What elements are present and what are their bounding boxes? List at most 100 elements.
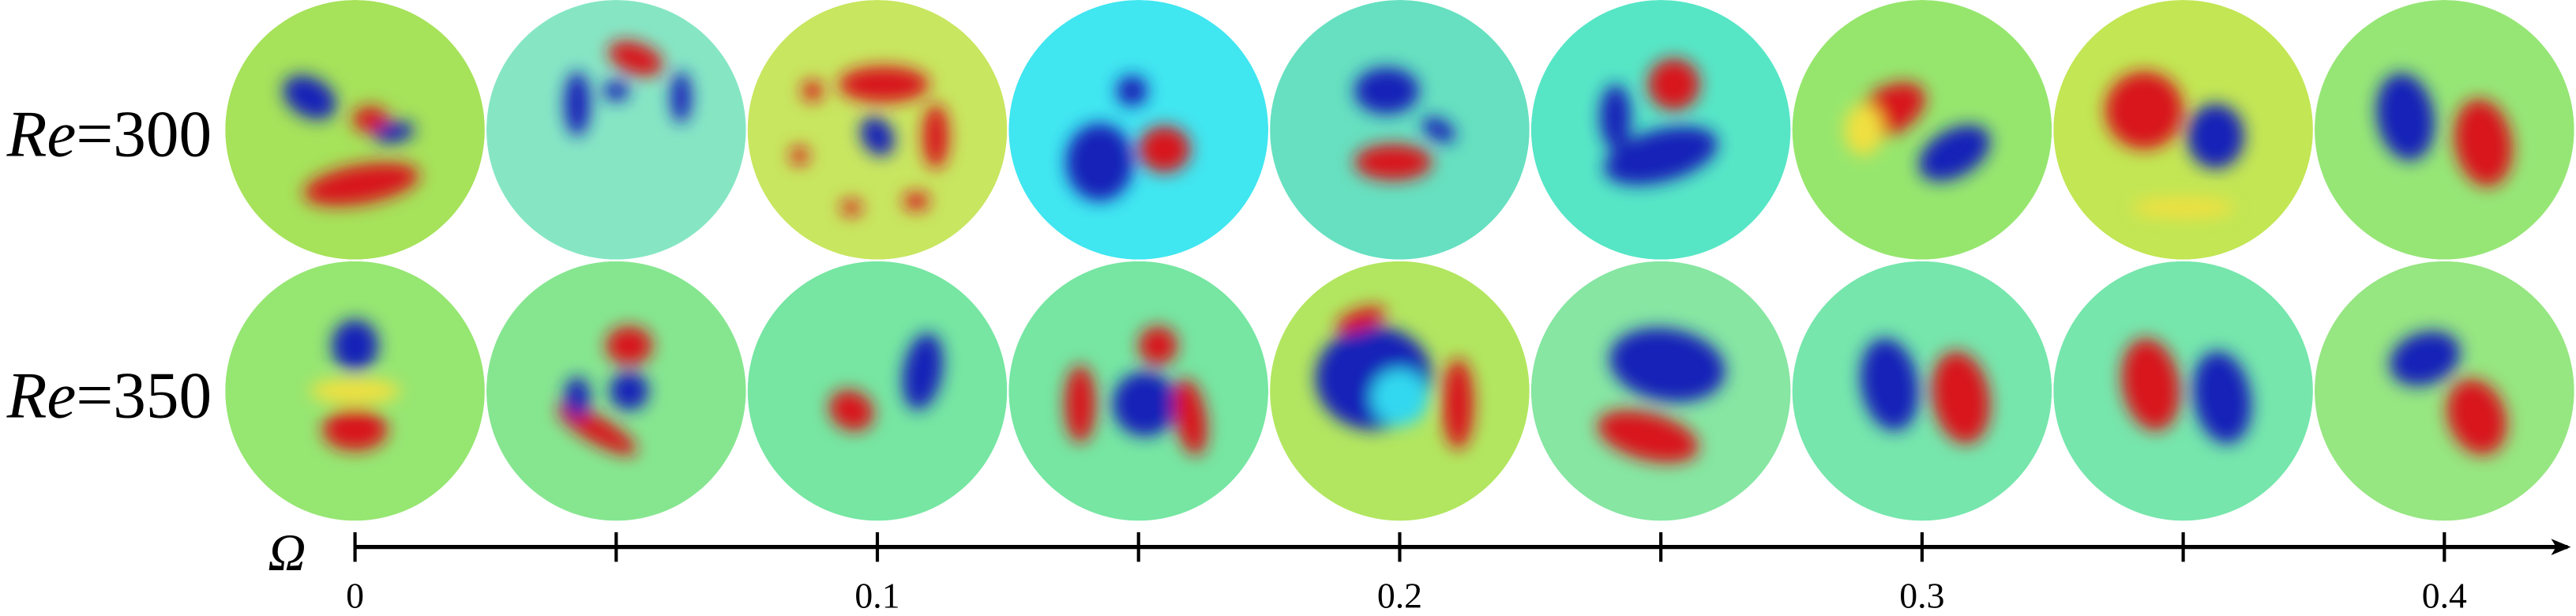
snapshot-field (1844, 82, 1991, 182)
vortex (2131, 197, 2236, 219)
vortex (564, 71, 591, 137)
vortex (1116, 75, 1148, 107)
flow-snapshot (2053, 261, 2313, 521)
vortex (322, 409, 388, 451)
vortex (331, 319, 379, 372)
snapshot-field (1354, 67, 1455, 181)
vortex (2121, 338, 2180, 431)
vortex (608, 40, 663, 77)
flow-snapshot (486, 0, 746, 260)
snapshot-background (2053, 0, 2313, 260)
flow-snapshot (2315, 261, 2574, 521)
vortex (1065, 123, 1134, 201)
vortex (802, 80, 823, 102)
snapshot-field (1065, 325, 1207, 456)
flow-snapshot (225, 261, 485, 521)
tick-label: 0.3 (1899, 576, 1944, 616)
snapshot-background (225, 0, 485, 260)
vortex (828, 389, 874, 431)
vortex (603, 80, 629, 102)
flow-snapshot (2315, 0, 2574, 260)
row-label: Re=350 (6, 359, 212, 431)
snapshot-field (1315, 306, 1474, 449)
vortex (1335, 306, 1386, 333)
vortex (610, 371, 649, 411)
vortex (373, 121, 415, 144)
vortex (1597, 410, 1699, 463)
vortex (1138, 126, 1191, 173)
vortex (352, 106, 389, 133)
snapshot-field (283, 75, 419, 206)
vortex (670, 71, 692, 124)
vortex (606, 325, 653, 366)
vortex (1599, 84, 1632, 149)
snapshot-background (1792, 0, 2052, 260)
snapshot-background (2053, 261, 2313, 521)
vortex (1647, 58, 1700, 111)
vortex (1609, 328, 1725, 403)
axis-label: Ω (268, 524, 306, 582)
snapshot-field (310, 319, 401, 451)
snapshot-field (557, 325, 653, 456)
snapshot-field (564, 40, 692, 137)
snapshot-background (1008, 0, 1269, 260)
vortex (1932, 351, 1991, 444)
snapshot-background (2315, 0, 2574, 260)
vortex (903, 192, 929, 211)
snapshot-background (747, 261, 1008, 521)
vortex (1112, 371, 1178, 437)
vortex (1354, 144, 1433, 181)
snapshot-field (1597, 328, 1725, 463)
flow-snapshot (486, 261, 746, 521)
snapshot-background (486, 0, 746, 260)
flow-snapshot (747, 261, 1008, 521)
vortex (1173, 378, 1207, 456)
vortex (922, 103, 949, 169)
snapshot-field (828, 332, 944, 431)
vortex (283, 75, 336, 120)
vortex (902, 332, 944, 411)
snapshot-field (1065, 75, 1191, 201)
snapshot-field (1860, 338, 1991, 444)
vortex (1442, 358, 1474, 449)
vortex (2192, 351, 2251, 444)
vortex (1844, 103, 1883, 156)
snapshot-background (1792, 261, 2052, 521)
vortex (2187, 103, 2244, 169)
vortex (1421, 117, 1455, 143)
vortex (2446, 378, 2507, 455)
flow-snapshot (225, 0, 485, 260)
flow-snapshot (1792, 261, 2052, 521)
vortex (2105, 71, 2184, 149)
flow-snapshot (1008, 0, 1269, 260)
vortex (1354, 67, 1420, 115)
vortex (2389, 331, 2461, 386)
vortex (564, 376, 591, 419)
vortex (1860, 338, 1919, 431)
vortex (310, 377, 401, 404)
row-value: =300 (76, 98, 212, 171)
snapshot-background (1270, 0, 1530, 260)
row-value: =350 (76, 359, 212, 431)
row-symbol: Re (6, 359, 77, 431)
snapshot-field (2105, 71, 2244, 219)
flow-snapshot (1530, 0, 1791, 260)
tick-label: 0 (346, 576, 364, 616)
row-symbol: Re (6, 98, 77, 171)
vortex (1138, 325, 1178, 366)
flow-snapshot (2053, 0, 2313, 260)
vortex (1918, 125, 1991, 182)
tick-label: 0.2 (1377, 576, 1422, 616)
tick-label: 0.1 (854, 576, 899, 616)
flow-snapshot (1270, 0, 1530, 260)
vortex (2454, 99, 2513, 187)
snapshot-field (2389, 331, 2507, 455)
vortex (1371, 369, 1429, 426)
tick-label: 0.4 (2422, 576, 2467, 616)
flow-snapshot (1008, 261, 1269, 521)
vortex (1604, 126, 1718, 186)
vortex (2376, 73, 2435, 161)
flow-snapshot (747, 0, 1008, 260)
flow-snapshot (1792, 0, 2052, 260)
